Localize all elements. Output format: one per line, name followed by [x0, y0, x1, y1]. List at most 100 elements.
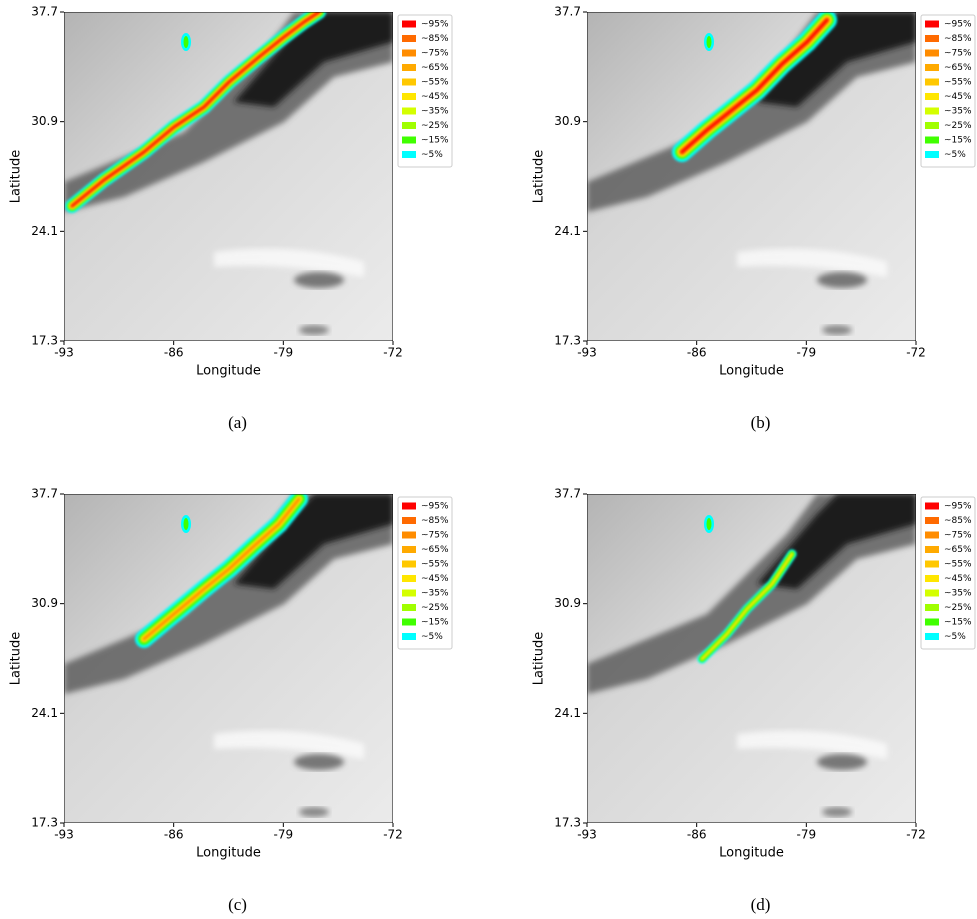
legend-swatch [925, 64, 939, 71]
x-tick-label: -93 [54, 828, 74, 842]
x-tick-label: -79 [797, 346, 817, 360]
legend-swatch [925, 560, 939, 568]
y-tick-label: 17.3 [554, 334, 581, 348]
cloud-patch [817, 754, 867, 770]
legend-swatch [402, 151, 416, 158]
y-tick-label: 24.1 [554, 706, 581, 720]
x-tick-label: -93 [577, 346, 597, 360]
cloud-patch [294, 754, 344, 770]
cloud-light [737, 248, 887, 277]
legend-label: ~95% [421, 502, 449, 512]
legend: ~95% ~85% ~75% ~65% ~55% ~45% ~35% ~25% ~15% ~5% [397, 14, 453, 168]
legend-swatch [402, 589, 416, 597]
legend-swatch [402, 575, 416, 582]
cloud-core [234, 494, 393, 589]
legend-label: ~85% [944, 34, 972, 44]
x-tick-label: -79 [274, 346, 294, 360]
legend-swatch [925, 604, 939, 611]
legend-label: ~5% [944, 632, 966, 642]
map-panel: -93 -86 -79 -72 17.3 24.1 30.9 37.7 Longitude Lat… [9, 5, 453, 432]
legend-label: ~65% [944, 63, 972, 73]
legend-label: ~45% [421, 92, 449, 102]
legend: ~95% ~85% ~75% ~65% ~55% ~45% ~35% ~25% ~15% ~5% [920, 14, 976, 168]
probability-cell [706, 36, 712, 48]
cloud-light [737, 730, 887, 759]
legend-label: ~95% [421, 20, 449, 30]
legend-swatch [402, 633, 416, 640]
probability-cell [706, 518, 712, 530]
legend-swatch [925, 151, 939, 158]
legend-label: ~65% [421, 63, 449, 73]
legend-label: ~35% [944, 107, 972, 117]
x-axis-label: Longitude [719, 846, 784, 861]
cloud-patch [299, 807, 329, 817]
legend-swatch [925, 49, 939, 57]
probability-cell [183, 36, 189, 48]
x-tick-label: -72 [906, 828, 926, 842]
y-tick-label: 30.9 [31, 114, 58, 128]
y-axis-label: Latitude [9, 150, 24, 204]
y-tick-label: 24.1 [31, 224, 58, 238]
legend-label: ~15% [421, 618, 449, 628]
legend-label: ~65% [944, 545, 972, 555]
legend-label: ~75% [421, 49, 449, 59]
legend-label: ~15% [944, 618, 972, 628]
cloud-patch [817, 272, 867, 288]
probability-cell [183, 518, 189, 530]
legend-label: ~45% [944, 92, 972, 102]
cloud-light [214, 248, 364, 277]
y-tick-label: 24.1 [554, 224, 581, 238]
satellite-image [587, 12, 916, 341]
legend-swatch [925, 633, 939, 640]
y-tick-label: 30.9 [31, 596, 58, 610]
legend-swatch [402, 618, 416, 626]
y-tick-label: 30.9 [554, 596, 581, 610]
cloud-light [214, 730, 364, 759]
map-panel: -93 -86 -79 -72 17.3 24.1 30.9 37.7 Longitude Lat… [9, 487, 453, 914]
legend-swatch [925, 20, 939, 28]
x-tick-label: -79 [274, 828, 294, 842]
legend-label: ~15% [421, 136, 449, 146]
x-tick-label: -72 [383, 828, 403, 842]
x-axis-label: Longitude [196, 846, 261, 861]
legend-swatch [402, 93, 416, 100]
probability-band [71, 12, 320, 207]
caption: (c) [228, 895, 247, 914]
legend-label: ~25% [421, 121, 449, 131]
legend-label: ~65% [421, 545, 449, 555]
legend-label: ~75% [944, 49, 972, 59]
legend-label: ~45% [944, 574, 972, 584]
cloud-patch [822, 325, 852, 335]
legend-label: ~15% [944, 136, 972, 146]
cloud-patch [822, 807, 852, 817]
x-tick-label: -86 [164, 346, 184, 360]
x-axis-label: Longitude [719, 364, 784, 379]
legend-label: ~5% [421, 150, 443, 160]
legend-label: ~35% [421, 107, 449, 117]
y-tick-label: 37.7 [554, 5, 581, 19]
caption: (b) [751, 413, 771, 432]
legend-swatch [925, 618, 939, 626]
legend-label: ~45% [421, 574, 449, 584]
y-tick-label: 17.3 [31, 816, 58, 830]
legend-swatch [402, 78, 416, 86]
cloud-core [757, 12, 916, 107]
legend-label: ~55% [421, 78, 449, 88]
legend-label: ~85% [421, 34, 449, 44]
y-tick-label: 37.7 [554, 487, 581, 501]
legend-label: ~55% [944, 560, 972, 570]
legend: ~95% ~85% ~75% ~65% ~55% ~45% ~35% ~25% ~15% ~5% [397, 496, 453, 650]
satellite-image [64, 12, 393, 341]
probability-band [700, 552, 794, 661]
legend-label: ~95% [944, 20, 972, 30]
legend-label: ~25% [944, 121, 972, 131]
caption: (a) [228, 413, 247, 432]
legend-label: ~35% [944, 589, 972, 599]
legend-label: ~5% [421, 632, 443, 642]
legend-swatch [402, 122, 416, 129]
satellite-image [587, 494, 916, 823]
x-tick-label: -72 [906, 346, 926, 360]
legend-swatch [925, 517, 939, 524]
legend-swatch [925, 589, 939, 597]
x-tick-label: -86 [687, 346, 707, 360]
